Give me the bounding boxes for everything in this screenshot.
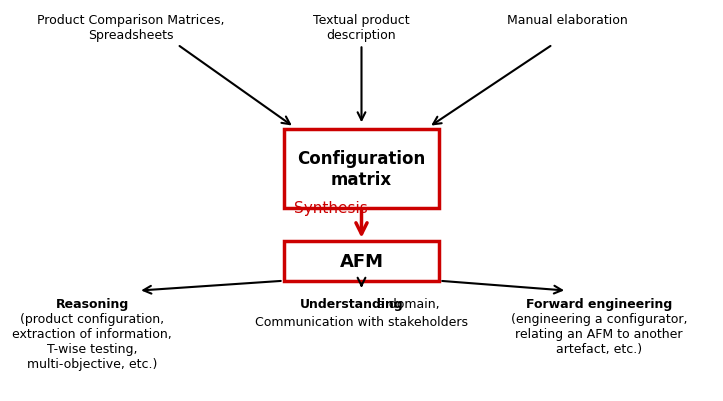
Text: AFM: AFM (340, 253, 383, 270)
Text: Synthesis: Synthesis (294, 201, 368, 216)
Text: a domain,: a domain, (373, 297, 440, 310)
Text: (engineering a configurator,
relating an AFM to another
artefact, etc.): (engineering a configurator, relating an… (510, 312, 687, 355)
FancyBboxPatch shape (283, 130, 440, 209)
Text: Configuration
matrix: Configuration matrix (297, 150, 426, 188)
Text: Understanding: Understanding (299, 297, 403, 310)
Text: Communication with stakeholders: Communication with stakeholders (255, 316, 468, 328)
FancyBboxPatch shape (283, 242, 440, 281)
Text: Manual elaboration: Manual elaboration (507, 14, 628, 27)
Text: Forward engineering: Forward engineering (526, 297, 672, 310)
Text: (product configuration,
extraction of information,
T-wise testing,
multi-objecti: (product configuration, extraction of in… (12, 312, 172, 371)
Text: Reasoning: Reasoning (56, 297, 129, 310)
Text: Product Comparison Matrices,
Spreadsheets: Product Comparison Matrices, Spreadsheet… (38, 14, 225, 42)
Text: Textual product
description: Textual product description (313, 14, 410, 42)
